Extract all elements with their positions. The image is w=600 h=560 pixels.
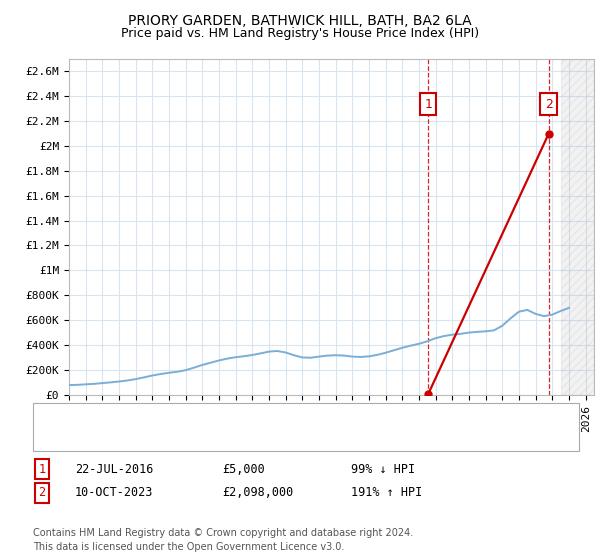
Text: £5,000: £5,000 (222, 463, 265, 476)
Text: 10-OCT-2023: 10-OCT-2023 (75, 486, 154, 500)
Text: 1: 1 (38, 463, 46, 476)
Text: 2: 2 (38, 486, 46, 500)
Text: PRIORY GARDEN, BATHWICK HILL, BATH, BA2 6LA (detached house): PRIORY GARDEN, BATHWICK HILL, BATH, BA2 … (93, 409, 521, 423)
Text: 99% ↓ HPI: 99% ↓ HPI (351, 463, 415, 476)
Text: This data is licensed under the Open Government Licence v3.0.: This data is licensed under the Open Gov… (33, 542, 344, 552)
Text: ——: —— (48, 409, 65, 423)
Text: £2,098,000: £2,098,000 (222, 486, 293, 500)
Text: 2: 2 (545, 97, 553, 111)
Text: 1: 1 (424, 97, 432, 111)
Text: Contains HM Land Registry data © Crown copyright and database right 2024.: Contains HM Land Registry data © Crown c… (33, 528, 413, 538)
Bar (560, 59, 594, 395)
Text: 22-JUL-2016: 22-JUL-2016 (75, 463, 154, 476)
Text: ——: —— (48, 433, 65, 447)
Text: Price paid vs. HM Land Registry's House Price Index (HPI): Price paid vs. HM Land Registry's House … (121, 27, 479, 40)
Text: HPI: Average price, detached house, Bath and North East Somerset: HPI: Average price, detached house, Bath… (93, 433, 549, 446)
Text: 191% ↑ HPI: 191% ↑ HPI (351, 486, 422, 500)
Text: PRIORY GARDEN, BATHWICK HILL, BATH, BA2 6LA: PRIORY GARDEN, BATHWICK HILL, BATH, BA2 … (128, 14, 472, 28)
